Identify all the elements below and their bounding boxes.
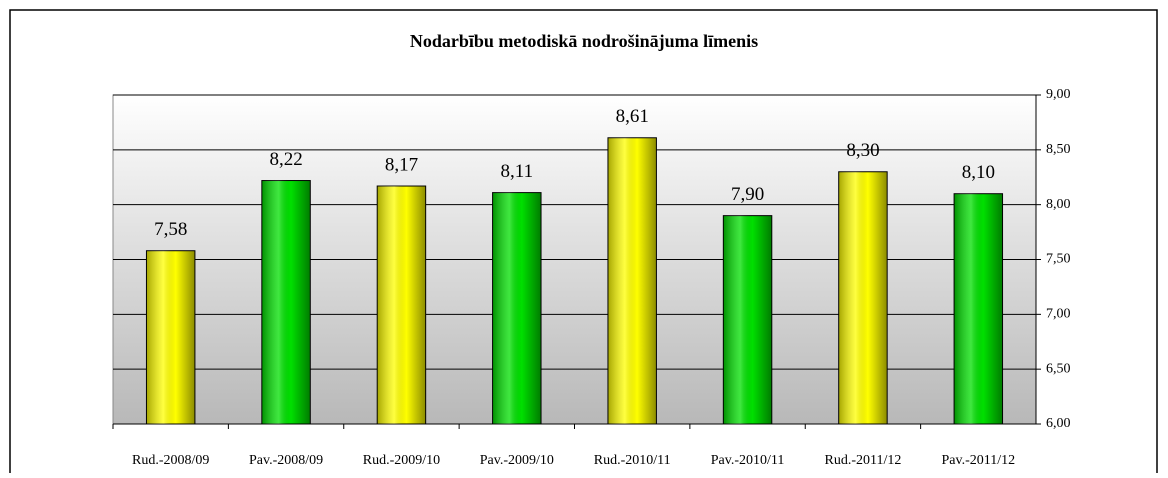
y-tick-label: 8,50	[1046, 142, 1071, 157]
data-label: 7,90	[731, 184, 764, 205]
bar	[492, 192, 542, 425]
data-label: 7,58	[154, 219, 187, 240]
x-tick-label: Rud.-2008/09	[132, 453, 209, 468]
y-tick-label: 6,00	[1046, 416, 1071, 431]
y-tick-label: 7,50	[1046, 252, 1071, 267]
data-label: 8,61	[616, 106, 649, 127]
bar	[722, 215, 773, 425]
bar	[953, 193, 1004, 425]
data-label: 8,22	[269, 149, 302, 170]
y-tick-label: 7,00	[1046, 307, 1071, 322]
bar	[376, 185, 427, 425]
data-label: 8,17	[385, 154, 418, 175]
x-tick-label: Rud.-2011/12	[825, 453, 902, 468]
x-tick-label: Pav.-2010/11	[711, 453, 785, 468]
y-tick-label: 6,50	[1046, 361, 1071, 376]
data-label: 8,30	[846, 140, 879, 161]
x-tick-label: Rud.-2010/11	[594, 453, 671, 468]
bar	[261, 180, 311, 425]
chart-title: Nodarbību metodiskā nodrošinājuma līmeni…	[410, 31, 758, 51]
x-tick-label: Pav.-2008/09	[249, 453, 323, 468]
bar	[607, 137, 657, 425]
y-tick-label: 9,00	[1046, 87, 1071, 102]
x-tick-label: Rud.-2009/10	[363, 453, 440, 468]
y-tick-label: 8,00	[1046, 197, 1071, 212]
data-label: 8,10	[962, 162, 995, 183]
data-label: 8,11	[501, 161, 534, 182]
bar	[838, 171, 888, 425]
x-tick-label: Pav.-2011/12	[942, 453, 1016, 468]
bar	[145, 250, 196, 425]
x-tick-label: Pav.-2009/10	[480, 453, 554, 468]
